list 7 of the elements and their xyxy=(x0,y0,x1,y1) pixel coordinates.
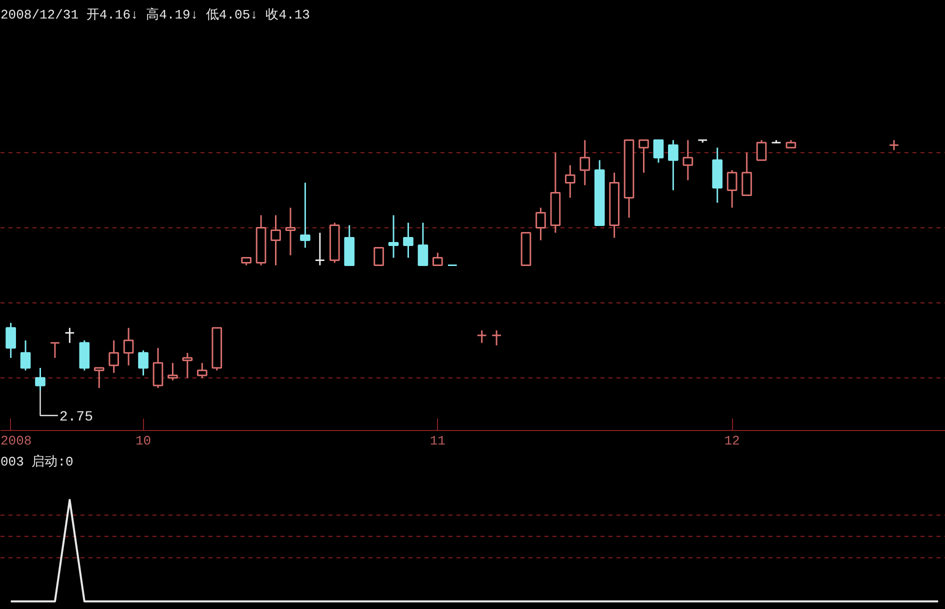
x-tick-label: 12 xyxy=(724,434,740,448)
x-tick-label: 11 xyxy=(430,434,446,448)
text: 2.75 xyxy=(59,409,93,426)
x-tick-label: 2008 xyxy=(0,434,32,448)
chart-title: 2008/12/31 开4.16↓ 高4.19↓ 低4.05↓ 收4.13 xyxy=(0,6,310,22)
x-tick-label: 10 xyxy=(135,434,152,448)
chart-title: 003 启动:0 xyxy=(0,454,74,470)
